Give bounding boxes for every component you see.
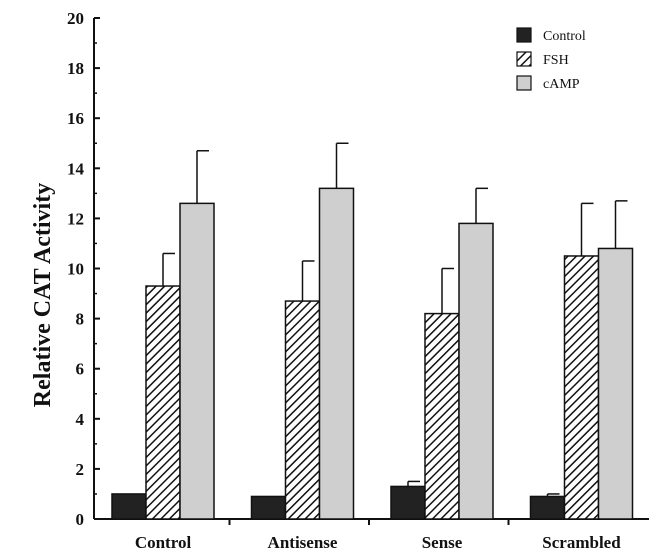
- y-tick-label: 12: [67, 209, 84, 228]
- bar-fsh-sense: [424, 312, 460, 520]
- bar-control-antisense: [250, 495, 287, 520]
- bars: [111, 187, 634, 520]
- y-tick-label: 8: [76, 310, 85, 329]
- y-tick-label: 0: [76, 510, 85, 529]
- x-category-label: Control: [135, 533, 192, 550]
- y-tick-label: 18: [67, 59, 84, 78]
- legend-swatch-fsh: [516, 51, 532, 67]
- legend-label-camp: cAMP: [543, 77, 580, 92]
- y-axis-label: Relative CAT Activity: [30, 183, 56, 407]
- legend: Control FSH cAMP: [516, 27, 586, 92]
- bar-fsh-antisense: [284, 300, 321, 520]
- bar-control-sense: [390, 485, 426, 520]
- x-category-label: Scrambled: [542, 533, 621, 550]
- y-tick-label: 16: [67, 109, 84, 128]
- error-bars: [162, 142, 628, 497]
- y-tick-label: 4: [76, 410, 85, 429]
- y-tick-label: 10: [67, 260, 84, 279]
- x-category-label: Antisense: [268, 533, 338, 550]
- y-tick-label: 2: [76, 460, 85, 479]
- bar-control-scrambled: [529, 495, 566, 520]
- x-category-label: Sense: [422, 533, 463, 550]
- bar-camp-control: [179, 202, 215, 520]
- legend-label-fsh: FSH: [543, 53, 569, 68]
- bar-fsh-control: [145, 285, 181, 520]
- bar-fsh-scrambled: [563, 255, 600, 520]
- bar-camp-antisense: [318, 187, 355, 520]
- legend-label-control: Control: [543, 29, 586, 44]
- legend-swatch-control: [516, 27, 532, 43]
- y-tick-label: 20: [67, 9, 84, 28]
- legend-swatch-camp: [516, 75, 532, 91]
- y-tick-label: 14: [67, 159, 85, 178]
- bar-control-control: [111, 493, 147, 520]
- y-tick-label: 6: [76, 360, 85, 379]
- bar-camp-sense: [458, 222, 494, 520]
- bar-camp-scrambled: [597, 247, 634, 520]
